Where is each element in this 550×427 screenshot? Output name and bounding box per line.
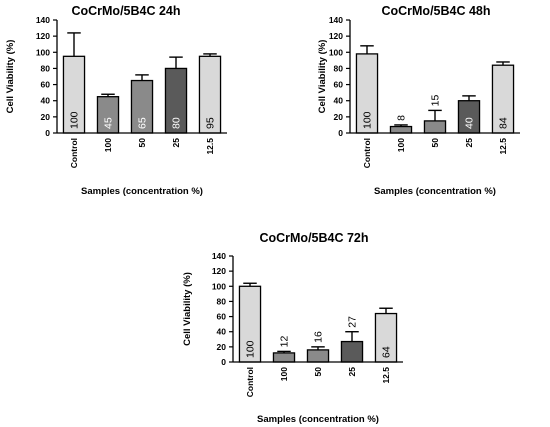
x-tick-label: 25	[347, 367, 357, 377]
y-tick-label: 0	[45, 128, 50, 138]
y-tick-label: 40	[217, 327, 227, 337]
x-tick-label: Control	[69, 138, 79, 168]
y-tick-label: 100	[212, 281, 226, 291]
chart-panel-1: CoCrMo/5B4C 48h 0 20 40 60 80 100 120 140 Cell Vi…	[317, 4, 520, 197]
y-tick-label: 0	[221, 357, 226, 367]
x-tick-label: 100	[396, 138, 406, 152]
x-tick-label: 100	[279, 367, 289, 381]
y-tick-label: 140	[329, 15, 343, 25]
y-axis-label: Cell Viability (%)	[182, 272, 193, 346]
data-label: 100	[362, 111, 374, 129]
y-tick-label: 140	[212, 251, 226, 261]
data-label: 16	[313, 331, 325, 343]
x-axis-label: Samples (concentration %)	[374, 186, 496, 197]
x-axis-label: Samples (concentration %)	[81, 186, 203, 197]
y-tick-label: 0	[338, 128, 343, 138]
y-tick-label: 120	[36, 31, 50, 41]
y-tick-label: 60	[334, 80, 344, 90]
x-tick-label: 100	[103, 138, 113, 152]
data-label: 95	[205, 117, 217, 129]
data-label: 65	[137, 117, 149, 129]
x-tick-label: 50	[313, 367, 323, 377]
x-tick-label: 50	[137, 138, 147, 148]
y-tick-label: 120	[329, 31, 343, 41]
data-label: 40	[464, 117, 476, 129]
bar	[272, 352, 296, 363]
y-tick-label: 20	[41, 112, 51, 122]
data-label: 15	[430, 95, 442, 107]
x-tick-label: Control	[245, 367, 255, 397]
data-label: 84	[498, 117, 510, 129]
y-tick-label: 80	[334, 63, 344, 73]
x-tick-label: Control	[362, 138, 372, 168]
data-label: 80	[171, 117, 183, 129]
bar	[423, 120, 447, 134]
y-tick-label: 40	[41, 96, 51, 106]
x-tick-label: 25	[171, 138, 181, 148]
data-label: 27	[347, 316, 359, 328]
chart-title: CoCrMo/5B4C 72h	[259, 231, 368, 245]
y-axis-label: Cell Viability (%)	[317, 40, 328, 114]
chart-panel-2: CoCrMo/5B4C 72h 0 20 40 60 80 100 120 140 Cell Vi…	[182, 231, 403, 425]
x-tick-label: 12.5	[498, 138, 508, 155]
chart-title: CoCrMo/5B4C 48h	[381, 4, 490, 18]
y-tick-label: 20	[334, 112, 344, 122]
y-tick-label: 60	[217, 312, 227, 322]
chart-title: CoCrMo/5B4C 24h	[71, 4, 180, 18]
y-tick-label: 80	[217, 296, 227, 306]
x-axis-label: Samples (concentration %)	[257, 414, 379, 425]
bar	[306, 349, 330, 363]
y-tick-label: 80	[41, 63, 51, 73]
x-tick-label: 50	[430, 138, 440, 148]
y-tick-label: 140	[36, 15, 50, 25]
x-tick-label: 12.5	[381, 367, 391, 384]
y-axis-label: Cell Viability (%)	[5, 40, 16, 114]
data-label: 45	[103, 117, 115, 129]
bar	[340, 340, 364, 363]
y-tick-label: 120	[212, 266, 226, 276]
chart-panel-0: CoCrMo/5B4C 24h 0 20 40 60 80 100 120 140 Cell Vi…	[5, 4, 227, 197]
x-tick-label: 12.5	[205, 138, 215, 155]
y-tick-label: 100	[329, 47, 343, 57]
data-label: 12	[279, 336, 291, 348]
data-label: 100	[245, 340, 257, 358]
y-tick-label: 60	[41, 80, 51, 90]
bar	[389, 125, 413, 134]
y-tick-label: 20	[217, 342, 227, 352]
data-label: 64	[381, 346, 393, 358]
y-tick-label: 100	[36, 47, 50, 57]
x-tick-label: 25	[464, 138, 474, 148]
data-label: 100	[69, 111, 81, 129]
y-tick-label: 40	[334, 96, 344, 106]
data-label: 8	[396, 115, 408, 121]
